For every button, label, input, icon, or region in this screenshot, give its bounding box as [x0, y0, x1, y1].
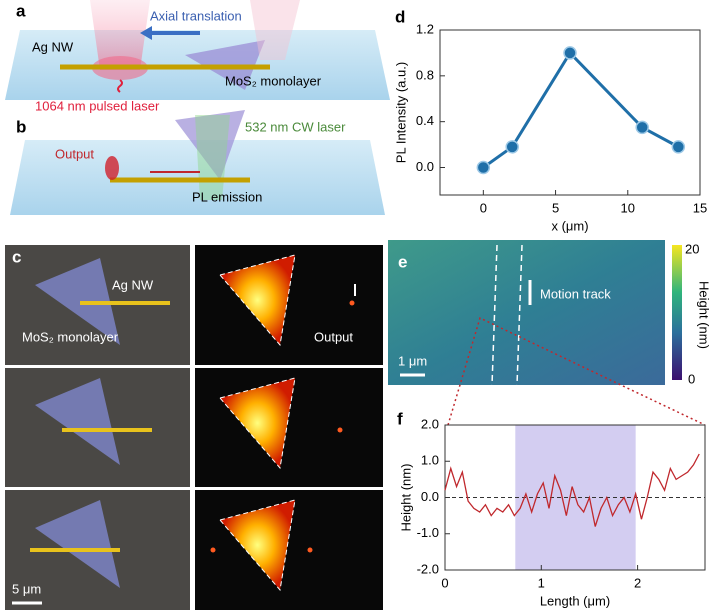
x-tick-label: 15 [693, 200, 707, 215]
data-point [477, 162, 489, 174]
label: Axial translation [150, 8, 242, 23]
label: Ag NW [112, 277, 154, 292]
colorbar-title: Height (nm) [697, 281, 712, 349]
colorbar-label: 20 [685, 241, 699, 256]
label: Motion track [540, 286, 611, 301]
panel-label: e [398, 252, 407, 271]
label: 1064 nm pulsed laser [35, 98, 160, 113]
panel-label: b [16, 117, 26, 136]
panel-label: c [12, 247, 21, 266]
y-tick-label: 0.0 [416, 159, 434, 174]
x-tick-label: 5 [552, 200, 559, 215]
output-spot [308, 548, 313, 553]
x-tick-label: 0 [441, 575, 448, 590]
label: Output [314, 329, 353, 344]
x-tick-label: 1 [538, 575, 545, 590]
y-tick-label: 0.4 [416, 113, 434, 128]
x-tick-label: 10 [621, 200, 635, 215]
schematic-b: b 532 nm CW laser Output PL emission [10, 110, 385, 215]
label: MoS₂ monolayer [225, 73, 322, 88]
x-tick-label: 0 [480, 200, 487, 215]
y-tick-label: -2.0 [417, 561, 439, 576]
schematic-a: a Ag NW Axial translation MoS₂ monolayer… [5, 0, 390, 113]
afm: e Motion track 1 μm 20 0 Height (nm) [388, 240, 712, 425]
data-point [506, 141, 518, 153]
afm-image [388, 240, 665, 385]
label: Output [55, 146, 94, 161]
output-spot [350, 301, 355, 306]
x-axis-label: x (μm) [551, 218, 588, 233]
y-axis-label: PL Intensity (a.u.) [393, 62, 408, 163]
figure: a Ag NW Axial translation MoS₂ monolayer… [0, 0, 713, 610]
panel-label: d [395, 7, 405, 26]
y-tick-label: 0.0 [421, 489, 439, 504]
y-tick-label: 2.0 [421, 416, 439, 431]
data-point [672, 141, 684, 153]
label: 5 μm [12, 581, 41, 596]
label: PL emission [192, 189, 262, 204]
label: 1 μm [398, 353, 427, 368]
y-tick-label: -1.0 [417, 525, 439, 540]
panel-label: a [16, 1, 26, 20]
output-spot [338, 428, 343, 433]
x-axis-label: Length (μm) [540, 593, 610, 608]
label: Ag NW [32, 39, 74, 54]
y-axis-label: Height (nm) [398, 464, 413, 532]
x-tick-label: 2 [634, 575, 641, 590]
data-point [564, 47, 576, 59]
panel-label: f [397, 409, 403, 428]
micrographs: c Ag NW MoS₂ monolayer Output 5 μm [5, 245, 383, 610]
data-point [636, 121, 648, 133]
colorbar [672, 245, 682, 380]
label: MoS₂ monolayer [22, 329, 119, 344]
y-tick-label: 0.8 [416, 67, 434, 82]
y-tick-label: 1.2 [416, 21, 434, 36]
label: 532 nm CW laser [245, 119, 346, 134]
colorbar-label: 0 [688, 371, 695, 386]
output-glow [105, 156, 119, 180]
output-spot [211, 548, 216, 553]
y-tick-label: 1.0 [421, 453, 439, 468]
